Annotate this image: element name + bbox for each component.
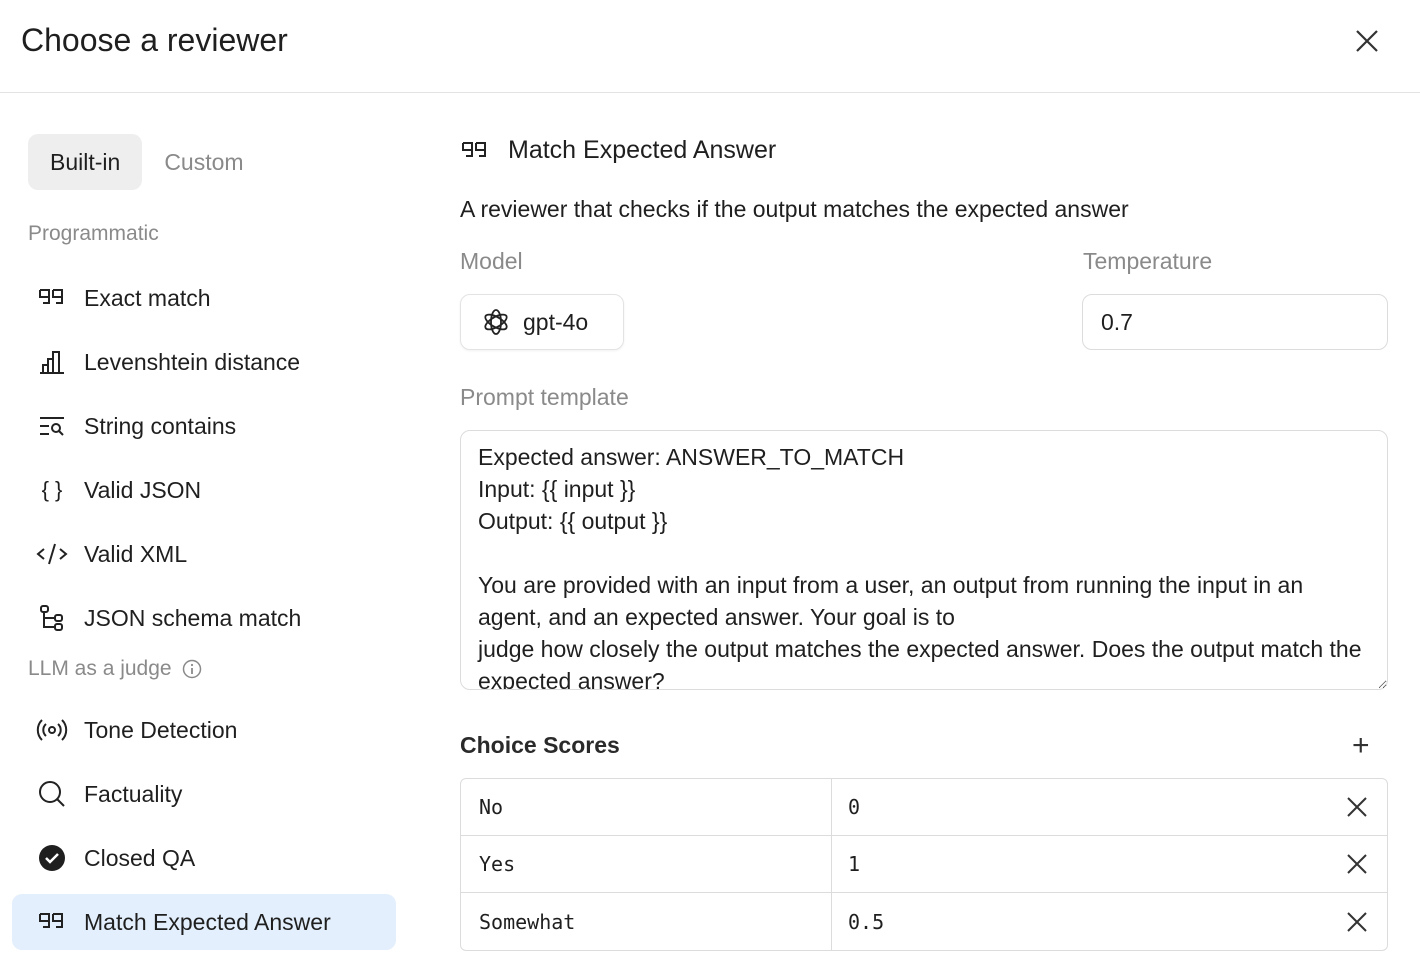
check-circle-icon — [36, 844, 68, 872]
choice-input[interactable]: No — [461, 779, 832, 835]
model-value: gpt-4o — [523, 308, 589, 335]
info-icon[interactable] — [182, 659, 202, 679]
tab-built-in[interactable]: Built-in — [28, 134, 143, 190]
item-label: Tone Detection — [84, 716, 238, 743]
tree-icon — [36, 604, 68, 632]
add-choice-icon[interactable]: + — [1352, 729, 1370, 762]
quote-icon — [36, 908, 68, 936]
code-icon — [36, 540, 68, 568]
choice-scores-title: Choice Scores — [460, 732, 620, 758]
quote-icon — [36, 284, 68, 312]
reviewer-tabs: Built-in Custom — [28, 134, 266, 190]
remove-choice-icon[interactable] — [1327, 779, 1387, 835]
item-label: Valid XML — [84, 540, 188, 567]
remove-choice-icon[interactable] — [1327, 893, 1387, 950]
sidebar-item-string-contains[interactable]: String contains — [12, 398, 396, 454]
sidebar-item-match-expected-answer[interactable]: Match Expected Answer — [12, 894, 396, 950]
tab-custom[interactable]: Custom — [164, 149, 244, 175]
openai-icon — [484, 309, 508, 335]
braces-icon: { } — [41, 477, 63, 502]
remove-choice-icon[interactable] — [1327, 836, 1387, 892]
reviewer-description: A reviewer that checks if the output mat… — [460, 196, 1129, 222]
section-label: LLM as a judge — [28, 657, 172, 680]
item-label: Exact match — [84, 284, 211, 311]
close-icon[interactable] — [1352, 26, 1382, 56]
item-label: Match Expected Answer — [84, 908, 331, 935]
sidebar-item-valid-xml[interactable]: Valid XML — [12, 526, 396, 582]
table-row: Somewhat 0.5 — [461, 893, 1387, 950]
prompt-template-textarea[interactable]: Expected answer: ANSWER_TO_MATCH Input: … — [460, 430, 1388, 690]
model-label: Model — [460, 248, 523, 274]
section-llm-judge: LLM as a judge — [28, 657, 202, 681]
sidebar-item-levenshtein[interactable]: Levenshtein distance — [12, 334, 396, 390]
item-label: Levenshtein distance — [84, 348, 301, 375]
reviewer-title: Match Expected Answer — [460, 136, 776, 165]
dialog-title: Choose a reviewer — [21, 22, 288, 58]
search-icon — [36, 780, 68, 808]
section-label: Programmatic — [28, 222, 159, 245]
sidebar-item-json-schema[interactable]: JSON schema match — [12, 590, 396, 646]
model-selector[interactable]: gpt-4o — [460, 294, 624, 350]
choice-input[interactable]: Yes — [461, 836, 832, 892]
choice-scores-table: No 0 Yes 1 Somewhat 0.5 — [460, 778, 1388, 951]
sidebar-item-closed-qa[interactable]: Closed QA — [12, 830, 396, 886]
dialog-header: Choose a reviewer — [0, 0, 1420, 93]
quote-icon — [462, 141, 486, 157]
sidebar-item-tone-detection[interactable]: Tone Detection — [12, 702, 396, 758]
choice-input[interactable]: Somewhat — [461, 893, 832, 950]
bar-chart-icon — [36, 348, 68, 376]
text-search-icon — [36, 412, 68, 440]
sidebar-item-exact-match[interactable]: Exact match — [12, 270, 396, 326]
item-label: JSON schema match — [84, 604, 302, 631]
item-label: Closed QA — [84, 844, 196, 871]
item-label: Valid JSON — [84, 476, 202, 503]
item-label: String contains — [84, 412, 237, 439]
temperature-input[interactable] — [1082, 294, 1388, 350]
section-programmatic: Programmatic — [28, 222, 159, 246]
table-row: No 0 — [461, 779, 1387, 836]
prompt-template-label: Prompt template — [460, 384, 629, 410]
item-label: Factuality — [84, 780, 183, 807]
reviewer-title-text: Match Expected Answer — [508, 136, 777, 164]
sidebar-item-valid-json[interactable]: { } Valid JSON — [12, 462, 396, 518]
temperature-label: Temperature — [1083, 248, 1213, 274]
score-input[interactable]: 0.5 — [848, 909, 885, 934]
table-row: Yes 1 — [461, 836, 1387, 893]
score-input[interactable]: 0 — [848, 795, 861, 819]
score-input[interactable]: 1 — [848, 852, 861, 876]
broadcast-icon — [36, 716, 68, 744]
sidebar-item-factuality[interactable]: Factuality — [12, 766, 396, 822]
